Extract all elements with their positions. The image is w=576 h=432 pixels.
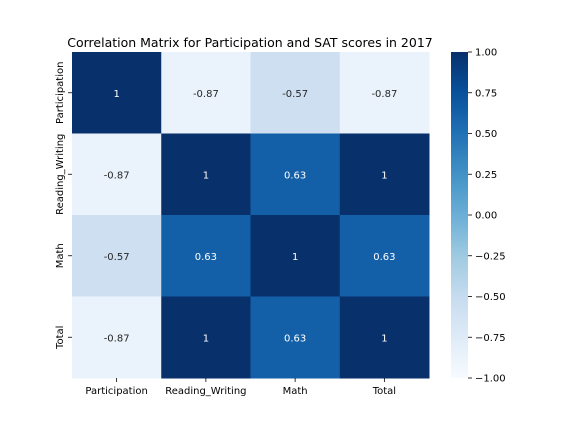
colorbar: 1.00 0.75 0.50 0.25 0.00 −0.25 −0.50 −0.75 −1.00 (451, 48, 506, 385)
cell-label-r2-c3: 0.63 (373, 252, 395, 263)
chart-title: Correlation Matrix for Participation and… (67, 35, 433, 50)
cell-label-r3-c2: 0.63 (284, 333, 306, 344)
cell-label-r0-c0: 1 (113, 89, 119, 100)
cell-label-r0-c2: -0.57 (282, 89, 308, 100)
cell-label-r0-c3: -0.87 (371, 89, 397, 100)
heatmap-cell-r0-c2 (250, 52, 341, 134)
heatmap-cell-r3-c0 (72, 296, 162, 379)
colorbar-tick-label: 0.00 (475, 211, 497, 222)
heatmap-cell-r3-c2 (250, 296, 341, 379)
colorbar-tick-label: −0.50 (475, 292, 506, 303)
cell-label-r1-c3: 1 (381, 170, 387, 181)
cell-label-r1-c0: -0.87 (104, 170, 130, 181)
heatmap-cell-r3-c1 (161, 296, 251, 379)
heatmap-cell-r2-c3 (339, 215, 430, 297)
heatmap-cell-r1-c2 (250, 133, 341, 216)
heatmap-cell-r1-c1 (161, 133, 251, 216)
x-tick-label: Reading_Writing (165, 386, 246, 397)
y-tick-label: Total (55, 326, 66, 350)
cell-label-r3-c3: 1 (381, 333, 387, 344)
x-axis: Participation Reading_Writing Math Total (85, 378, 396, 397)
colorbar-tick-label: 0.25 (475, 170, 497, 181)
cell-label-r3-c0: -0.87 (104, 333, 130, 344)
cell-label-r2-c2: 1 (292, 252, 298, 263)
cell-label-r1-c2: 0.63 (284, 170, 306, 181)
heatmap-cell-r2-c2 (250, 215, 341, 297)
heatmap-cells: 1 -0.87 -0.57 -0.87 -0.87 1 0.63 1 -0.57 0.63 1 0.6… (72, 52, 430, 379)
y-tick-label: Math (55, 243, 66, 268)
colorbar-tick-label: 0.50 (475, 129, 497, 140)
heatmap-cell-r3-c3 (339, 296, 430, 379)
heatmap-cell-r1-c0 (72, 133, 162, 216)
cell-label-r1-c1: 1 (203, 170, 209, 181)
colorbar-tick-label: −0.75 (475, 333, 506, 344)
heatmap-cell-r2-c0 (72, 215, 162, 297)
cell-label-r2-c0: -0.57 (104, 252, 130, 263)
y-tick-label: Participation (55, 62, 66, 124)
heatmap-cell-r2-c1 (161, 215, 251, 297)
heatmap-cell-r0-c1 (161, 52, 251, 134)
colorbar-tick-label: 0.75 (475, 88, 497, 99)
colorbar-tick-label: −1.00 (475, 374, 506, 385)
colorbar-tick-label: 1.00 (475, 48, 497, 59)
x-tick-label: Math (283, 386, 308, 397)
y-axis: Participation Reading_Writing Math Total (55, 62, 72, 350)
heatmap-cell-r0-c0 (72, 52, 162, 134)
y-tick-label: Reading_Writing (55, 134, 66, 215)
cell-label-r3-c1: 1 (203, 333, 209, 344)
cell-label-r0-c1: -0.87 (193, 89, 219, 100)
heatmap-cell-r0-c3 (339, 52, 430, 134)
colorbar-gradient (451, 52, 468, 378)
heatmap-cell-r1-c3 (339, 133, 430, 216)
colorbar-tick-label: −0.25 (475, 251, 506, 262)
x-tick-label: Total (372, 386, 396, 397)
x-tick-label: Participation (85, 386, 147, 397)
cell-label-r2-c1: 0.63 (195, 252, 217, 263)
